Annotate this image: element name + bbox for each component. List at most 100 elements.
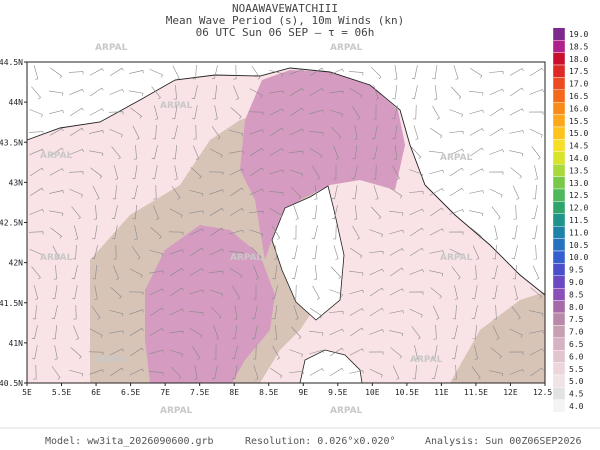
- wind-barb: [329, 68, 344, 76]
- wind-barb: [369, 307, 384, 317]
- lon-label: 9.5E: [328, 388, 347, 397]
- wind-barb: [212, 85, 218, 100]
- wind-barb: [290, 107, 304, 117]
- wind-barb: [411, 65, 418, 80]
- wind-barb: [274, 325, 278, 340]
- wind-barb: [369, 268, 384, 276]
- wind-barb: [451, 325, 458, 340]
- wind-barb: [510, 87, 524, 97]
- wind-barb: [489, 88, 504, 96]
- lon-label: 7E: [160, 388, 170, 397]
- wind-barb: [113, 244, 117, 260]
- wind-barb: [289, 87, 304, 96]
- watermark: ARPAL: [95, 43, 128, 53]
- wind-barb: [349, 308, 364, 316]
- wind-barb: [409, 208, 424, 216]
- wind-barb: [270, 127, 284, 137]
- wind-barb: [89, 150, 104, 157]
- wind-barb: [529, 330, 544, 334]
- wind-barb: [249, 147, 264, 156]
- wind-barb: [71, 206, 81, 220]
- wind-barb: [192, 64, 197, 80]
- wind-barb: [249, 229, 264, 237]
- wind-barb: [153, 105, 159, 120]
- wind-barb: [249, 129, 264, 135]
- zone-mauve: [145, 225, 275, 383]
- wind-barb: [211, 65, 218, 80]
- wind-barb: [91, 306, 101, 320]
- wind-barb: [33, 285, 39, 300]
- wind-barb: [409, 191, 424, 195]
- wind-barb: [373, 104, 377, 120]
- wind-barb: [511, 225, 518, 240]
- wind-barb: [348, 71, 364, 76]
- wind-barb: [209, 270, 224, 274]
- colorbar-label: 16.0: [569, 104, 588, 113]
- wind-barb: [453, 364, 457, 380]
- wind-barb: [148, 371, 164, 376]
- wind-barb: [329, 90, 344, 94]
- wind-barb: [352, 145, 358, 160]
- wind-barb: [108, 111, 124, 115]
- wind-barb: [68, 171, 84, 175]
- map: [26, 61, 546, 384]
- wind-barb: [433, 324, 437, 340]
- wind-barb: [129, 327, 144, 336]
- colorbar-swatch: [552, 312, 566, 326]
- wind-barb: [169, 208, 183, 218]
- wind-barb: [33, 364, 37, 380]
- colorbar-label: 16.5: [569, 92, 588, 101]
- wind-barb: [411, 85, 418, 100]
- wind-barb: [490, 347, 502, 359]
- zone-tan: [450, 292, 545, 383]
- wind-barb: [349, 370, 364, 374]
- wind-barb: [412, 104, 417, 120]
- wind-barb: [392, 165, 400, 180]
- wind-barb: [331, 205, 338, 220]
- colorbar-swatch: [552, 374, 566, 388]
- wind-barb: [352, 105, 361, 120]
- wind-barb: [451, 86, 462, 100]
- wind-barb: [192, 345, 201, 360]
- colorbar-label: 6.5: [569, 340, 584, 349]
- wind-barb: [269, 208, 283, 219]
- wind-barb: [329, 367, 344, 377]
- wind-barb: [371, 145, 378, 160]
- wind-barb: [449, 187, 464, 197]
- wind-barb: [312, 285, 320, 300]
- colorbar-swatch: [552, 275, 566, 289]
- wind-barb: [49, 168, 64, 176]
- wind-barb: [94, 285, 98, 300]
- wind-barb: [469, 190, 484, 194]
- watermark: ARPAL: [160, 101, 193, 111]
- wind-barb: [190, 167, 202, 179]
- colorbar-swatch: [552, 225, 566, 239]
- wind-barb: [529, 348, 544, 356]
- wind-barb: [233, 85, 240, 100]
- wind-barb: [189, 328, 203, 339]
- wind-barb: [213, 325, 219, 340]
- wind-barb: [371, 125, 378, 140]
- colorbar-label: 4.5: [569, 390, 584, 399]
- wind-barb: [31, 325, 38, 340]
- wind-barb: [534, 165, 538, 180]
- wind-barb: [349, 289, 364, 295]
- wind-barb: [70, 347, 82, 359]
- wind-barb: [29, 208, 44, 215]
- wind-barb: [274, 245, 278, 260]
- wind-barb: [89, 369, 104, 375]
- wind-barb: [432, 305, 440, 320]
- wind-barb: [449, 148, 464, 156]
- wind-barb: [269, 169, 284, 175]
- lat-label: 41N: [9, 339, 24, 348]
- wind-barb: [249, 210, 264, 214]
- wind-barb: [149, 349, 164, 355]
- wind-barb: [449, 109, 463, 118]
- wind-barb: [411, 146, 422, 160]
- wind-barb: [253, 265, 259, 280]
- wind-barb: [309, 368, 324, 376]
- wind-barb: [530, 287, 542, 299]
- wind-barb: [134, 225, 138, 240]
